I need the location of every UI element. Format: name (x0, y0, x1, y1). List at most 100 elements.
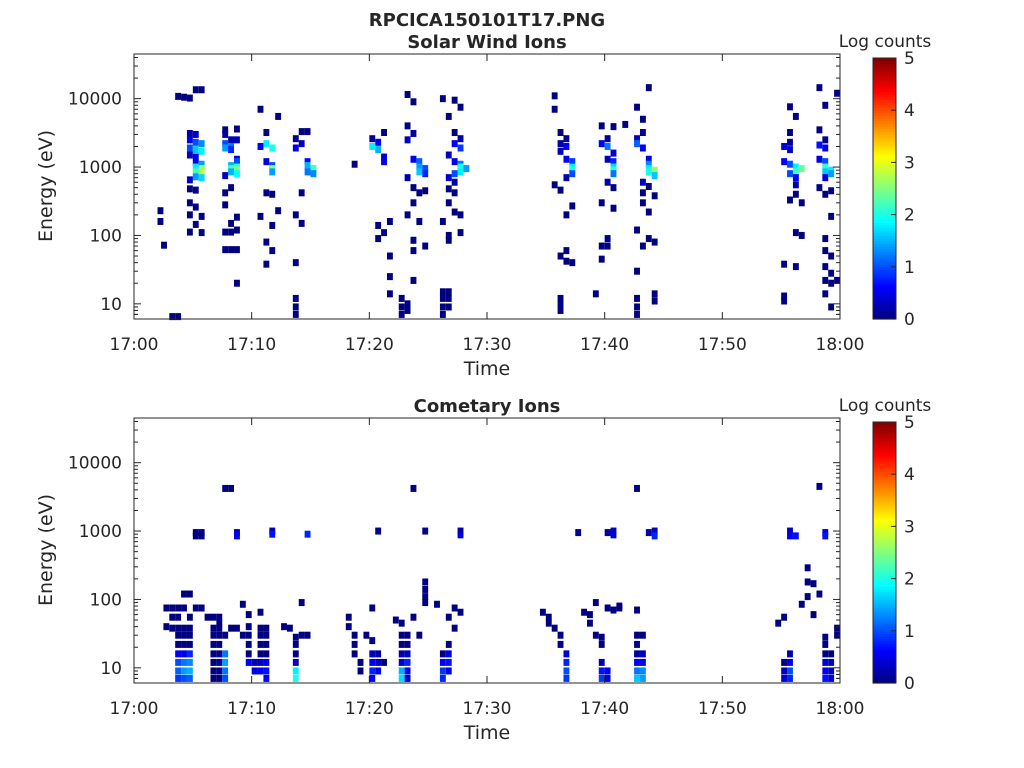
heatmap-cell (216, 674, 223, 682)
heatmap-cell (186, 658, 193, 666)
heatmap-cell (822, 650, 829, 658)
colorbar-segment (873, 622, 896, 627)
x-tick-label: 17:20 (345, 699, 394, 719)
heatmap-cell (234, 158, 240, 166)
plot-frame (133, 417, 841, 684)
colorbar-segment (873, 151, 896, 156)
colorbar-segment (873, 94, 896, 98)
heatmap-cell (651, 297, 658, 305)
colorbar-segment (873, 230, 896, 234)
y-tick-label: 10 (100, 659, 122, 679)
heatmap-cell (610, 123, 617, 131)
heatmap-cell (645, 168, 652, 176)
colorbar-segment (873, 578, 896, 582)
heatmap-cell (439, 294, 446, 302)
heatmap-cell (639, 144, 646, 152)
heatmap-cell (434, 600, 440, 608)
heatmap-cell (816, 590, 823, 598)
heatmap-cell (245, 611, 252, 619)
heatmap-cell (639, 115, 646, 123)
colorbar-segment (873, 672, 896, 676)
heatmap-cell (598, 242, 605, 250)
colorbar-segment (873, 115, 896, 119)
heatmap-cell (822, 667, 829, 675)
heatmap-cell (610, 184, 617, 192)
heatmap-cell (375, 221, 382, 229)
colorbar-segment (873, 272, 896, 276)
heatmap-cell (457, 229, 464, 237)
colorbar-segment (873, 308, 896, 312)
heatmap-cell (263, 674, 270, 682)
y-axis: 10 100 1000 10000 (68, 420, 840, 684)
heatmap-cell (386, 252, 393, 260)
heatmap-cell (398, 650, 405, 658)
heatmap-cell (822, 158, 829, 166)
colorbar-segment (873, 84, 896, 88)
colorbar-segment (873, 573, 896, 577)
heatmap-cell (439, 674, 446, 682)
colorbar-segment (873, 497, 896, 501)
heatmap-cell (645, 84, 652, 92)
heatmap-cell (592, 599, 599, 607)
heatmap-cell (563, 667, 570, 675)
heatmap-cell (404, 300, 411, 308)
heatmap-cell (610, 531, 617, 539)
heatmap-cell (445, 303, 452, 311)
heatmap-cell (269, 221, 276, 229)
heatmap-cell (787, 138, 793, 146)
heatmap-cell (228, 136, 235, 144)
heatmap-cell (557, 306, 564, 314)
heatmap-cell (457, 531, 464, 539)
heatmap-cell (181, 631, 187, 639)
colorbar-tick-label: 0 (904, 310, 915, 330)
heatmap-cell (175, 650, 182, 658)
heatmap-cell (439, 650, 446, 658)
heatmap-cell (604, 667, 611, 675)
heatmap-cell (398, 658, 405, 666)
colorbar-segment (873, 521, 896, 525)
heatmap-cell (186, 674, 193, 682)
colorbar-segment (873, 432, 896, 436)
heatmap-cell (369, 650, 376, 658)
colorbar-segment (873, 251, 896, 255)
colorbar-tick-label: 2 (904, 206, 915, 226)
heatmap-cell (186, 650, 193, 658)
colorbar-segment (873, 575, 896, 580)
heatmap-cell (457, 211, 464, 219)
heatmap-cell (416, 158, 423, 166)
heatmap-cell (422, 187, 429, 195)
heatmap-cell (569, 202, 576, 210)
colorbar-segment (873, 131, 896, 135)
colorbar-segment (873, 287, 896, 291)
heatmap-cell (263, 667, 270, 675)
colorbar-segment (873, 508, 896, 512)
colorbar-segment (873, 536, 896, 541)
heatmap-cell (781, 158, 788, 166)
heatmap-cell (198, 160, 205, 168)
heatmap-cell (445, 174, 452, 182)
heatmap-cell (292, 640, 299, 648)
colorbar-segment (873, 141, 896, 145)
heatmap-cell (175, 624, 182, 632)
x-tick-label: 18:00 (816, 335, 865, 355)
colorbar-segment (873, 562, 896, 567)
heatmap-cell (169, 624, 176, 632)
heatmap-cell (775, 619, 782, 627)
heatmap-cell (781, 613, 788, 621)
heatmap-cell (269, 144, 276, 152)
heatmap-cell (563, 211, 570, 219)
heatmap-cell (651, 192, 658, 200)
heatmap-cell (439, 303, 446, 311)
heatmap-cell (639, 658, 646, 666)
heatmap-cell (404, 306, 411, 314)
colorbar-tick-label: 3 (904, 517, 915, 537)
colorbar-segment (873, 149, 896, 153)
heatmap-cell (787, 160, 793, 168)
y-tick-label: 10 (100, 295, 122, 315)
heatmap-cell (234, 213, 240, 221)
heatmap-cell (787, 527, 793, 535)
colorbar-segment (873, 316, 896, 320)
heatmap-cell (787, 146, 793, 154)
heatmap-cell (792, 163, 799, 171)
